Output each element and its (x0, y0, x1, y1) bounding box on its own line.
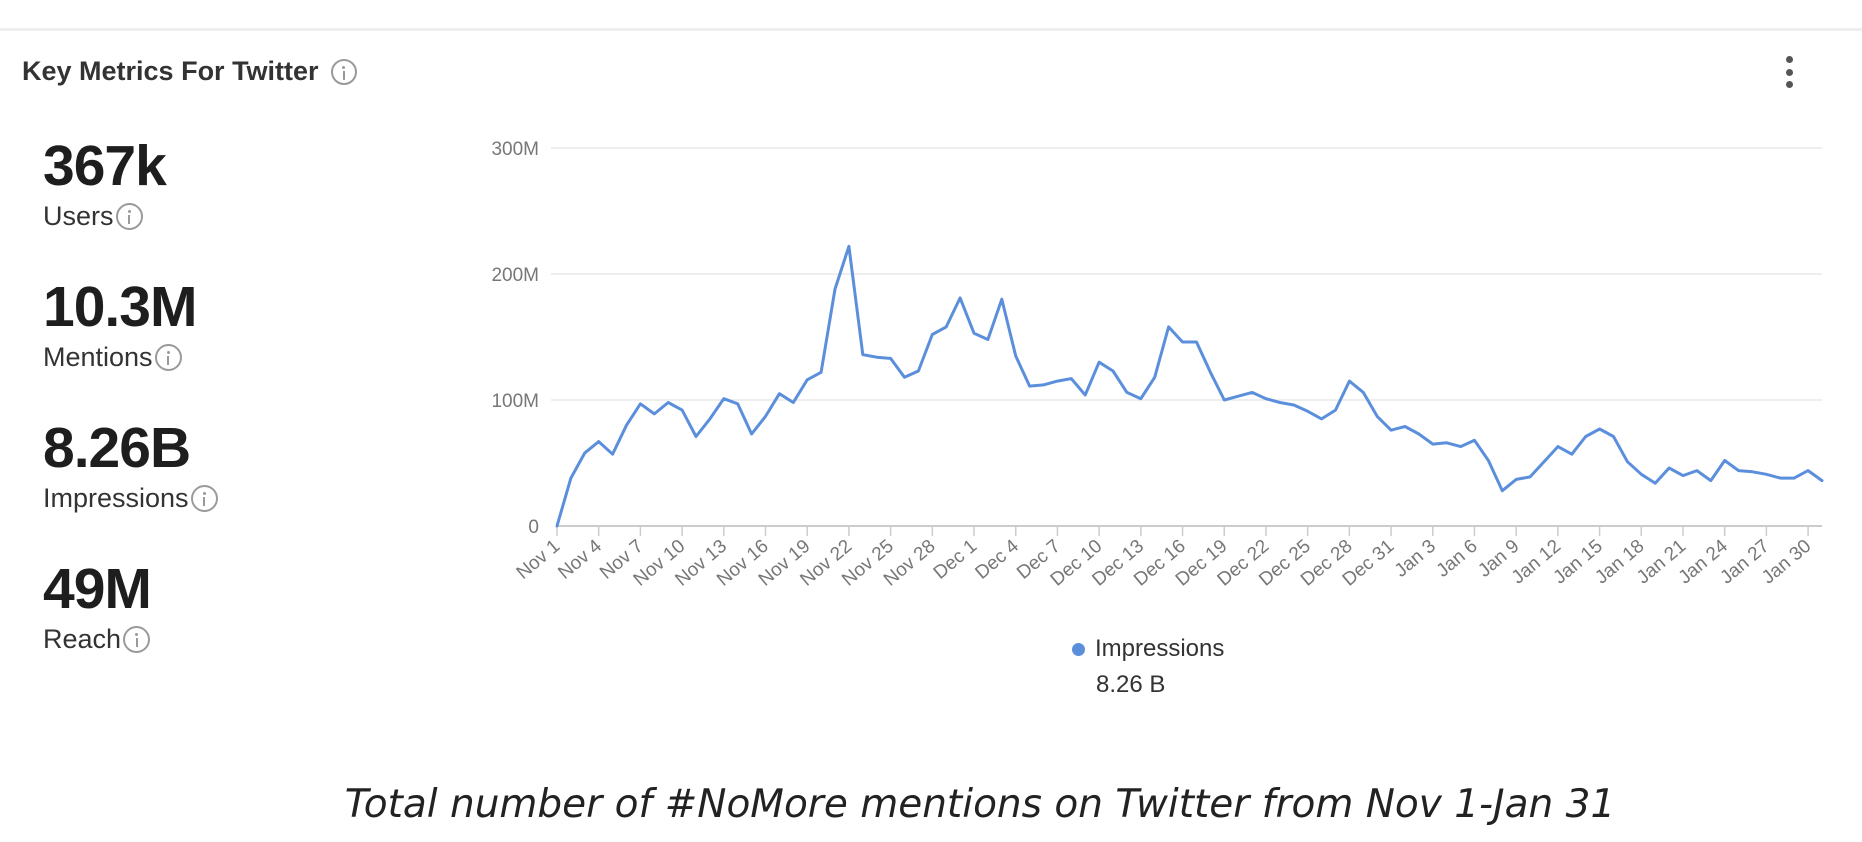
metric-value: 367k (43, 134, 167, 198)
metric-label: Reach (43, 624, 122, 654)
x-tick-label: Jan 6 (1433, 536, 1482, 582)
metric-label: Users (43, 201, 114, 231)
y-tick-label: 200M (491, 265, 539, 286)
metric-label-row: Reach (43, 624, 363, 655)
y-tick-label: 0 (528, 517, 539, 538)
info-icon[interactable] (154, 344, 182, 371)
x-tick-label: Nov 1 (513, 536, 565, 584)
info-icon[interactable] (123, 626, 151, 653)
top-divider (0, 28, 1862, 31)
y-tick-label: 100M (491, 391, 539, 412)
legend-dot-icon (1072, 642, 1085, 656)
info-icon[interactable] (190, 485, 218, 512)
x-tick-label: Dec 4 (971, 535, 1023, 583)
y-tick-label: 300M (491, 139, 539, 160)
metric-value: 8.26B (43, 416, 191, 480)
metric-label: Mentions (43, 342, 153, 372)
figure-caption: Total number of #NoMore mentions on Twit… (344, 782, 1616, 827)
metric-label-row: Users (43, 201, 363, 232)
info-icon[interactable] (330, 58, 357, 85)
grid-lines (551, 147, 1822, 401)
series-layer (555, 244, 1824, 528)
card-header: Key Metrics For Twitter (22, 56, 357, 87)
chart-legend[interactable]: Impressions 8.26 B (1072, 635, 1224, 699)
info-icon[interactable] (115, 203, 143, 230)
more-options-icon[interactable] (1782, 56, 1796, 88)
x-tick-label: Dec 1 (930, 536, 982, 584)
metric-label: Impressions (43, 483, 189, 513)
metric-impressions: 8.26B Impressions (43, 417, 363, 558)
series-line-impressions (555, 244, 1824, 528)
metric-label-row: Mentions (43, 342, 363, 373)
metrics-panel: 367k Users 10.3M Mentions 8.26B Impressi… (43, 135, 363, 699)
x-tick-label: Jan 3 (1391, 536, 1440, 582)
metric-reach: 49M Reach (43, 558, 363, 699)
x-tick-label: Nov 4 (554, 535, 606, 583)
legend-item[interactable]: Impressions (1072, 635, 1224, 663)
metric-value: 49M (43, 557, 152, 621)
metric-value: 10.3M (43, 275, 197, 339)
card-title: Key Metrics For Twitter (22, 56, 319, 86)
metric-mentions: 10.3M Mentions (43, 276, 363, 417)
metric-users: 367k Users (43, 135, 363, 276)
legend-series-name: Impressions (1095, 635, 1225, 662)
metric-label-row: Impressions (43, 483, 363, 514)
legend-total: 8.26 B (1096, 671, 1166, 698)
